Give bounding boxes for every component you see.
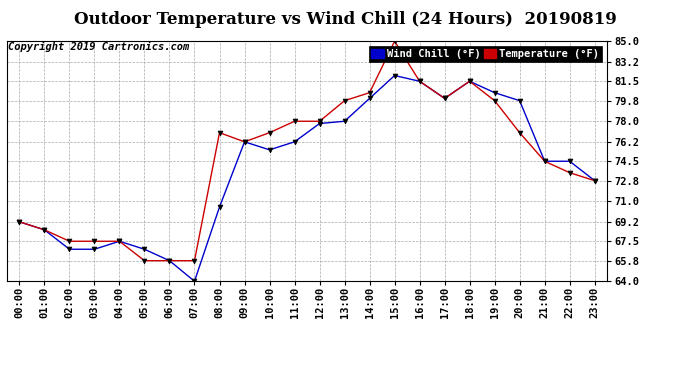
Text: Outdoor Temperature vs Wind Chill (24 Hours)  20190819: Outdoor Temperature vs Wind Chill (24 Ho… (74, 11, 616, 28)
Legend: Wind Chill (°F), Temperature (°F): Wind Chill (°F), Temperature (°F) (368, 46, 602, 62)
Text: Copyright 2019 Cartronics.com: Copyright 2019 Cartronics.com (8, 42, 189, 52)
